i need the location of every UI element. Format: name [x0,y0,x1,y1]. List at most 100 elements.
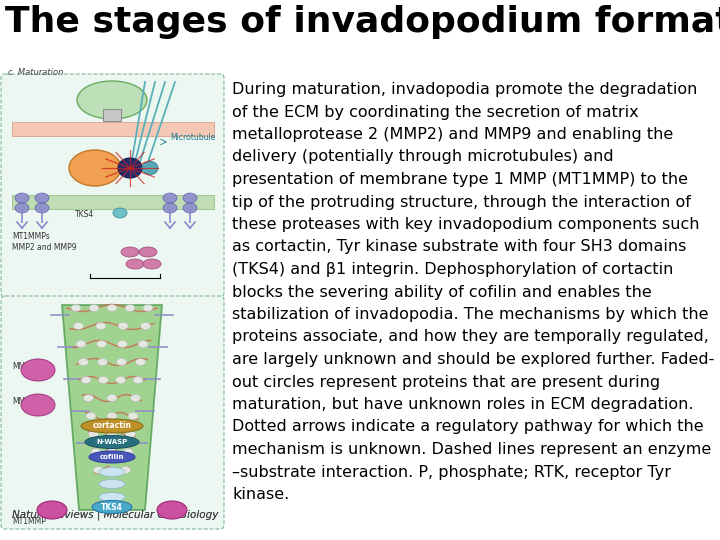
Ellipse shape [183,203,197,213]
Ellipse shape [133,376,143,383]
Ellipse shape [35,193,49,203]
Ellipse shape [81,376,91,383]
Ellipse shape [97,359,107,366]
Text: presentation of membrane type 1 MMP (MT1MMP) to the: presentation of membrane type 1 MMP (MT1… [232,172,688,187]
Text: are largely unknown and should be explored further. Faded-: are largely unknown and should be explor… [232,352,714,367]
Ellipse shape [78,359,89,366]
Text: Nature Reviews | Molecular Cell Biology: Nature Reviews | Molecular Cell Biology [12,510,218,521]
Ellipse shape [21,359,55,381]
Ellipse shape [121,247,139,257]
Ellipse shape [126,259,144,269]
Ellipse shape [96,341,107,348]
Bar [12,195,214,209]
Ellipse shape [76,341,86,348]
Text: blocks the severing ability of cofilin and enables the: blocks the severing ability of cofilin a… [232,285,652,300]
Text: metalloprotease 2 (MMP2) and MMP9 and enabling the: metalloprotease 2 (MMP2) and MMP9 and en… [232,127,673,142]
Ellipse shape [92,501,132,514]
Text: Nature Reviews | Molecular Cell Biology: Nature Reviews | Molecular Cell Biology [12,510,218,521]
Ellipse shape [123,449,133,456]
Ellipse shape [125,305,135,312]
Text: maturation, but have unknown roles in ECM degradation.: maturation, but have unknown roles in EC… [232,397,693,412]
Text: TKS4: TKS4 [75,210,94,219]
Ellipse shape [140,322,150,329]
Ellipse shape [37,501,67,519]
Ellipse shape [116,376,126,383]
Ellipse shape [96,322,106,329]
Ellipse shape [163,203,177,213]
Text: tip of the protruding structure, through the interaction of: tip of the protruding structure, through… [232,194,691,210]
Text: cortactin: cortactin [92,422,132,430]
Text: N-WASP: N-WASP [96,439,127,445]
Ellipse shape [15,203,29,213]
Ellipse shape [107,467,117,474]
Ellipse shape [107,305,117,312]
Ellipse shape [84,395,94,402]
Text: mechanism is unknown. Dashed lines represent an enzyme: mechanism is unknown. Dashed lines repre… [232,442,711,457]
Text: out circles represent proteins that are present during: out circles represent proteins that are … [232,375,660,389]
Ellipse shape [107,395,117,402]
Ellipse shape [157,501,187,519]
Ellipse shape [89,430,99,437]
Ellipse shape [81,419,143,433]
Ellipse shape [118,322,128,329]
Ellipse shape [91,449,101,456]
Text: MMP9: MMP9 [12,362,35,371]
Ellipse shape [77,81,147,119]
Text: kinase.: kinase. [232,487,289,502]
Ellipse shape [69,150,121,186]
Ellipse shape [143,305,153,312]
Text: MMP2 and MMP9: MMP2 and MMP9 [12,243,76,252]
Ellipse shape [15,193,29,203]
Bar [103,109,121,121]
Text: TKS4: TKS4 [101,503,123,511]
Ellipse shape [142,161,158,174]
Ellipse shape [183,193,197,203]
Text: MMP2: MMP2 [12,397,35,406]
Ellipse shape [117,341,127,348]
Ellipse shape [107,449,117,456]
Ellipse shape [113,208,127,218]
Text: During maturation, invadopodia promote the degradation: During maturation, invadopodia promote t… [232,82,698,97]
Ellipse shape [73,322,84,329]
Text: these proteases with key invadopodium components such: these proteases with key invadopodium co… [232,217,700,232]
Ellipse shape [107,413,117,420]
Ellipse shape [89,305,99,312]
Text: MT1MMP: MT1MMP [12,517,46,526]
Ellipse shape [139,247,157,257]
Text: proteins associate, and how they are temporally regulated,: proteins associate, and how they are tem… [232,329,709,345]
Ellipse shape [128,413,138,420]
Ellipse shape [138,341,148,348]
Text: MT1MMPs: MT1MMPs [12,232,50,241]
Ellipse shape [86,413,96,420]
Text: The stages of invadopodium formation: The stages of invadopodium formation [5,5,720,39]
Ellipse shape [121,467,130,474]
Ellipse shape [125,430,135,437]
Ellipse shape [85,435,139,449]
Text: (TKS4) and β1 integrin. Dephosphorylation of cortactin: (TKS4) and β1 integrin. Dephosphorylatio… [232,262,673,277]
FancyBboxPatch shape [1,296,224,529]
Text: –substrate interaction. P, phosphate; RTK, receptor Tyr: –substrate interaction. P, phosphate; RT… [232,464,671,480]
Text: delivery (potentially through microtubules) and: delivery (potentially through microtubul… [232,150,613,165]
Text: as cortactin, Tyr kinase substrate with four SH3 domains: as cortactin, Tyr kinase substrate with … [232,240,686,254]
Ellipse shape [135,359,145,366]
FancyBboxPatch shape [1,74,224,297]
Text: cofilin: cofilin [100,454,125,460]
Ellipse shape [99,376,108,383]
Ellipse shape [118,158,142,178]
Ellipse shape [21,394,55,416]
Ellipse shape [94,467,104,474]
Text: Dotted arrows indicate a regulatory pathway for which the: Dotted arrows indicate a regulatory path… [232,420,703,435]
Ellipse shape [71,305,81,312]
Ellipse shape [35,203,49,213]
Ellipse shape [130,395,140,402]
Ellipse shape [107,430,117,437]
Text: Microtubule: Microtubule [170,133,215,143]
Ellipse shape [117,359,127,366]
Ellipse shape [143,259,161,269]
Ellipse shape [99,480,125,489]
Text: stabilization of invadopodia. The mechanisms by which the: stabilization of invadopodia. The mechan… [232,307,708,322]
Ellipse shape [163,193,177,203]
Ellipse shape [89,451,135,463]
Bar [12,122,214,136]
Polygon shape [62,305,162,510]
